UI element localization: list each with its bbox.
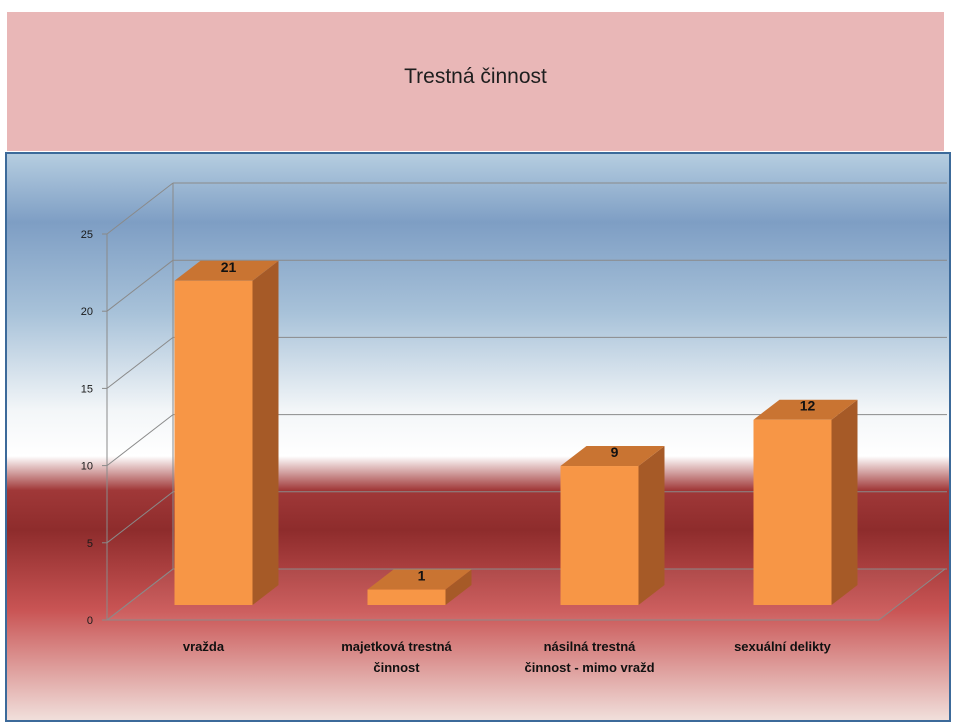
data-label: 21 — [221, 259, 237, 275]
x-category-label: majetková trestná — [341, 639, 452, 654]
bar-chart: 0 5 10 15 20 25 21 vražda 1 majetková trestná činn… — [7, 154, 949, 720]
bar-side — [638, 446, 665, 605]
labels: 0 5 10 15 20 25 21 vražda 1 majetková trestná činn… — [81, 229, 832, 675]
x-category-label: vražda — [183, 639, 225, 654]
bar-side — [252, 260, 279, 605]
bar — [367, 589, 446, 605]
bar-side — [445, 569, 472, 605]
bar — [753, 419, 832, 605]
bar-top — [367, 569, 472, 590]
gridline-depth — [106, 182, 174, 235]
gridline-depth — [106, 337, 174, 389]
x-category-label: sexuální delikty — [734, 639, 832, 654]
bar — [174, 280, 253, 605]
y-tick-label: 25 — [81, 229, 93, 241]
y-tick-label: 15 — [81, 383, 93, 395]
gridline-depth — [106, 259, 174, 312]
chart-area: 0 5 10 15 20 25 21 vražda 1 majetková trestná činn… — [5, 152, 951, 722]
bar-side — [831, 399, 858, 605]
bars — [174, 260, 858, 605]
gridlines — [102, 182, 947, 621]
data-label: 1 — [418, 568, 426, 584]
x-category-label: činnost — [373, 660, 420, 675]
y-tick-label: 20 — [81, 306, 93, 318]
bar-top — [560, 446, 665, 467]
gridline-depth — [106, 568, 174, 621]
title-banner: Trestná činnost — [7, 12, 944, 151]
chart-title: Trestná činnost — [404, 64, 547, 88]
x-category-label: násilná trestná — [544, 639, 637, 654]
y-tick-label: 5 — [87, 538, 93, 550]
y-tick-label: 10 — [81, 461, 93, 473]
data-label: 9 — [611, 444, 619, 460]
y-tick-label: 0 — [87, 615, 93, 627]
bar-top — [753, 399, 858, 420]
gridline-depth — [106, 491, 174, 544]
bar-top — [174, 260, 279, 281]
bar — [560, 466, 639, 605]
gridline-depth — [106, 414, 174, 466]
x-category-label: činnost - mimo vražd — [524, 660, 654, 675]
data-label: 12 — [800, 398, 816, 414]
